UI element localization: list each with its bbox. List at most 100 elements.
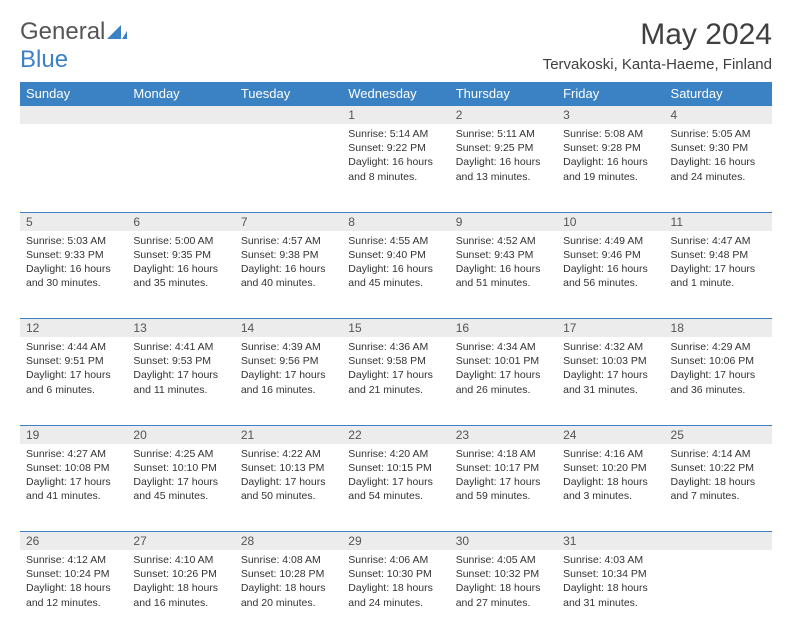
sunrise-text: Sunrise: 4:05 AM (456, 553, 551, 567)
day-cell: Sunrise: 4:20 AMSunset: 10:15 PMDaylight… (342, 444, 449, 532)
day-number (127, 106, 234, 125)
day-cell (235, 124, 342, 212)
sunset-text: Sunset: 9:28 PM (563, 141, 658, 155)
day-cell: Sunrise: 4:32 AMSunset: 10:03 PMDaylight… (557, 337, 664, 425)
day-number: 2 (450, 106, 557, 125)
daylight-text: Daylight: 17 hours and 1 minute. (671, 262, 766, 290)
sunset-text: Sunset: 9:33 PM (26, 248, 121, 262)
day-cell: Sunrise: 4:41 AMSunset: 9:53 PMDaylight:… (127, 337, 234, 425)
daylight-text: Daylight: 18 hours and 31 minutes. (563, 581, 658, 609)
day-cell: Sunrise: 4:47 AMSunset: 9:48 PMDaylight:… (665, 231, 772, 319)
day-number: 23 (450, 425, 557, 444)
day-cell: Sunrise: 4:29 AMSunset: 10:06 PMDaylight… (665, 337, 772, 425)
day-details: Sunrise: 5:14 AMSunset: 9:22 PMDaylight:… (342, 124, 449, 190)
sunrise-text: Sunrise: 4:27 AM (26, 447, 121, 461)
day-number: 17 (557, 319, 664, 338)
day-number: 7 (235, 212, 342, 231)
weekday-header: Wednesday (342, 82, 449, 106)
daylight-text: Daylight: 18 hours and 7 minutes. (671, 475, 766, 503)
sunset-text: Sunset: 10:01 PM (456, 354, 551, 368)
day-cell: Sunrise: 4:05 AMSunset: 10:32 PMDaylight… (450, 550, 557, 638)
day-cell: Sunrise: 4:25 AMSunset: 10:10 PMDaylight… (127, 444, 234, 532)
sunset-text: Sunset: 9:56 PM (241, 354, 336, 368)
weekday-header: Monday (127, 82, 234, 106)
daylight-text: Daylight: 17 hours and 26 minutes. (456, 368, 551, 396)
sunset-text: Sunset: 10:28 PM (241, 567, 336, 581)
day-number: 18 (665, 319, 772, 338)
weekday-header: Tuesday (235, 82, 342, 106)
day-number: 8 (342, 212, 449, 231)
sunset-text: Sunset: 10:22 PM (671, 461, 766, 475)
day-number: 25 (665, 425, 772, 444)
day-details: Sunrise: 4:08 AMSunset: 10:28 PMDaylight… (235, 550, 342, 616)
sunrise-text: Sunrise: 4:10 AM (133, 553, 228, 567)
sunset-text: Sunset: 10:20 PM (563, 461, 658, 475)
day-number-row: 262728293031 (20, 532, 772, 551)
day-cell: Sunrise: 4:52 AMSunset: 9:43 PMDaylight:… (450, 231, 557, 319)
day-details: Sunrise: 4:52 AMSunset: 9:43 PMDaylight:… (450, 231, 557, 297)
sunset-text: Sunset: 10:15 PM (348, 461, 443, 475)
logo-sail-icon (107, 18, 127, 45)
daylight-text: Daylight: 18 hours and 24 minutes. (348, 581, 443, 609)
sunset-text: Sunset: 9:53 PM (133, 354, 228, 368)
day-content-row: Sunrise: 4:44 AMSunset: 9:51 PMDaylight:… (20, 337, 772, 425)
day-details: Sunrise: 5:11 AMSunset: 9:25 PMDaylight:… (450, 124, 557, 190)
daylight-text: Daylight: 16 hours and 13 minutes. (456, 155, 551, 183)
daylight-text: Daylight: 18 hours and 27 minutes. (456, 581, 551, 609)
day-number: 3 (557, 106, 664, 125)
day-number: 10 (557, 212, 664, 231)
daylight-text: Daylight: 17 hours and 31 minutes. (563, 368, 658, 396)
weekday-header: Friday (557, 82, 664, 106)
sunset-text: Sunset: 9:25 PM (456, 141, 551, 155)
sunrise-text: Sunrise: 4:20 AM (348, 447, 443, 461)
sunset-text: Sunset: 10:17 PM (456, 461, 551, 475)
weekday-header: Saturday (665, 82, 772, 106)
sunset-text: Sunset: 10:08 PM (26, 461, 121, 475)
sunrise-text: Sunrise: 4:18 AM (456, 447, 551, 461)
day-number: 24 (557, 425, 664, 444)
sunset-text: Sunset: 9:51 PM (26, 354, 121, 368)
day-details: Sunrise: 4:16 AMSunset: 10:20 PMDaylight… (557, 444, 664, 510)
sunrise-text: Sunrise: 5:11 AM (456, 127, 551, 141)
sunset-text: Sunset: 9:58 PM (348, 354, 443, 368)
daylight-text: Daylight: 16 hours and 45 minutes. (348, 262, 443, 290)
day-details: Sunrise: 4:03 AMSunset: 10:34 PMDaylight… (557, 550, 664, 616)
day-details: Sunrise: 4:12 AMSunset: 10:24 PMDaylight… (20, 550, 127, 616)
sunset-text: Sunset: 10:24 PM (26, 567, 121, 581)
day-details: Sunrise: 4:18 AMSunset: 10:17 PMDaylight… (450, 444, 557, 510)
daylight-text: Daylight: 16 hours and 51 minutes. (456, 262, 551, 290)
sunset-text: Sunset: 10:34 PM (563, 567, 658, 581)
day-cell: Sunrise: 4:08 AMSunset: 10:28 PMDaylight… (235, 550, 342, 638)
daylight-text: Daylight: 18 hours and 20 minutes. (241, 581, 336, 609)
day-number-row: 1234 (20, 106, 772, 125)
daylight-text: Daylight: 16 hours and 40 minutes. (241, 262, 336, 290)
sunrise-text: Sunrise: 4:03 AM (563, 553, 658, 567)
daylight-text: Daylight: 16 hours and 56 minutes. (563, 262, 658, 290)
day-number: 15 (342, 319, 449, 338)
sunset-text: Sunset: 9:35 PM (133, 248, 228, 262)
day-number (20, 106, 127, 125)
day-number: 1 (342, 106, 449, 125)
daylight-text: Daylight: 16 hours and 30 minutes. (26, 262, 121, 290)
day-number: 28 (235, 532, 342, 551)
daylight-text: Daylight: 16 hours and 8 minutes. (348, 155, 443, 183)
sunset-text: Sunset: 10:26 PM (133, 567, 228, 581)
daylight-text: Daylight: 17 hours and 41 minutes. (26, 475, 121, 503)
sunrise-text: Sunrise: 4:12 AM (26, 553, 121, 567)
day-cell: Sunrise: 5:08 AMSunset: 9:28 PMDaylight:… (557, 124, 664, 212)
daylight-text: Daylight: 17 hours and 11 minutes. (133, 368, 228, 396)
day-cell: Sunrise: 4:14 AMSunset: 10:22 PMDaylight… (665, 444, 772, 532)
day-details: Sunrise: 4:20 AMSunset: 10:15 PMDaylight… (342, 444, 449, 510)
sunset-text: Sunset: 9:43 PM (456, 248, 551, 262)
sunset-text: Sunset: 10:03 PM (563, 354, 658, 368)
day-content-row: Sunrise: 4:27 AMSunset: 10:08 PMDaylight… (20, 444, 772, 532)
sunrise-text: Sunrise: 4:08 AM (241, 553, 336, 567)
sunrise-text: Sunrise: 5:03 AM (26, 234, 121, 248)
daylight-text: Daylight: 16 hours and 35 minutes. (133, 262, 228, 290)
day-details: Sunrise: 5:05 AMSunset: 9:30 PMDaylight:… (665, 124, 772, 190)
month-title: May 2024 (543, 18, 772, 52)
day-details: Sunrise: 5:03 AMSunset: 9:33 PMDaylight:… (20, 231, 127, 297)
sunrise-text: Sunrise: 4:52 AM (456, 234, 551, 248)
sunset-text: Sunset: 9:40 PM (348, 248, 443, 262)
sunset-text: Sunset: 9:22 PM (348, 141, 443, 155)
